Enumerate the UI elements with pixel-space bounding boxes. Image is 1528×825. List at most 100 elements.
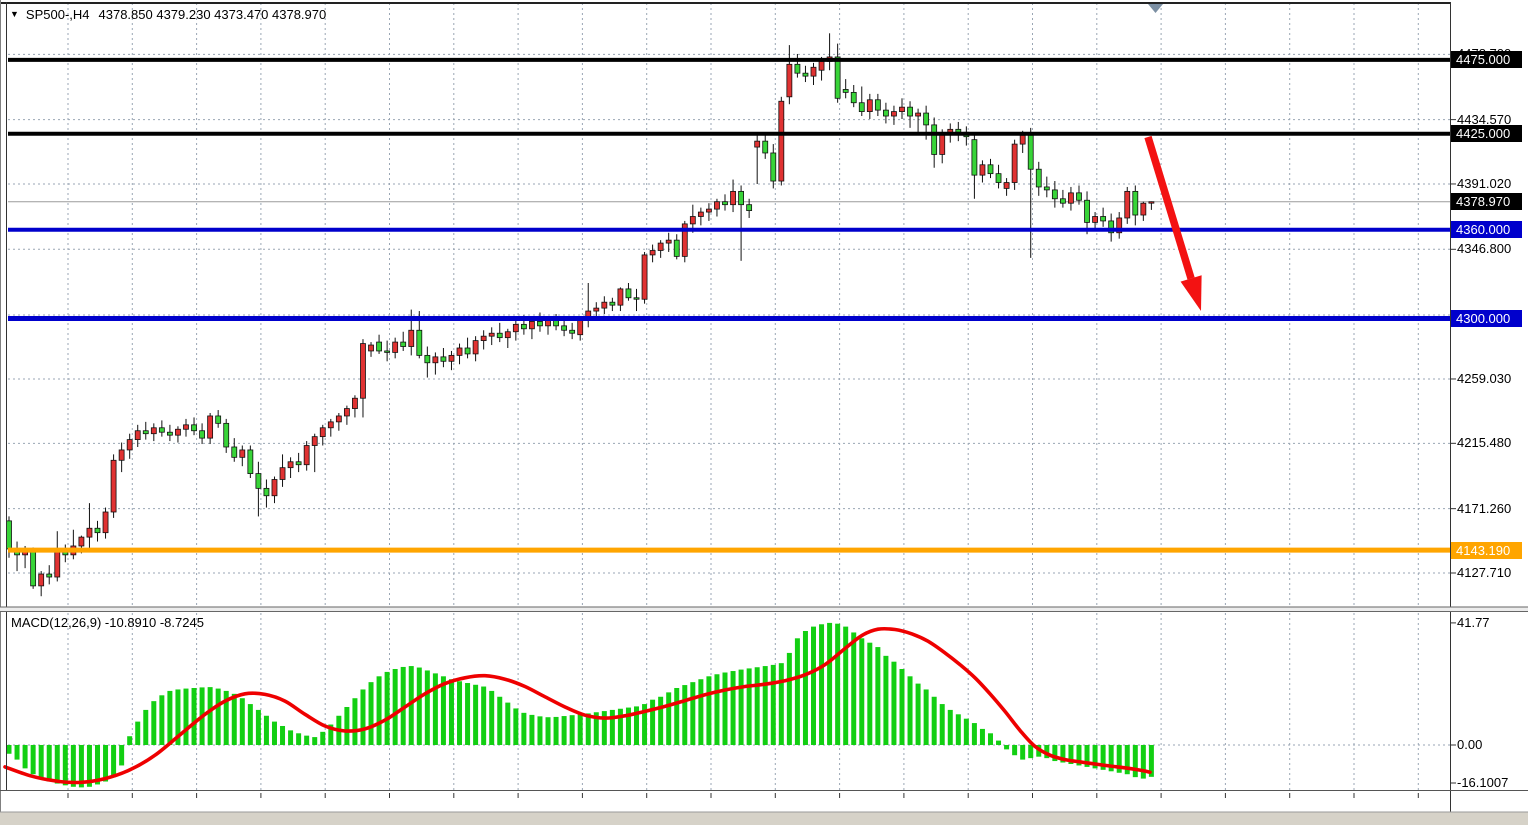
macd-histogram-bar [127, 736, 133, 745]
macd-histogram-bar [642, 704, 648, 745]
macd-indicator [3, 622, 1154, 788]
macd-histogram-bar [545, 717, 551, 745]
macd-histogram-bar [457, 681, 463, 745]
macd-histogram-bar [1124, 744, 1130, 775]
macd-histogram-bar [955, 714, 961, 745]
macd-histogram-bar [54, 744, 60, 784]
price-level-chip: 4425.000 [1451, 125, 1522, 143]
macd-histogram-bar [690, 682, 696, 745]
macd-histogram-bar [907, 676, 913, 745]
macd-histogram-bar [585, 713, 591, 745]
price-axis-tick: 4215.480 [1457, 435, 1512, 451]
macd-histogram-bar [1148, 744, 1154, 777]
macd-histogram-bar [802, 630, 808, 745]
macd-histogram-bar [859, 638, 865, 745]
grid [8, 3, 1450, 790]
chart-title: ▼ SP500-,H4 4378.850 4379.230 4373.470 437… [10, 7, 326, 22]
macd-histogram-bar [625, 707, 631, 745]
macd-histogram-bar [529, 714, 535, 745]
price-axis-tick: 4346.800 [1457, 241, 1512, 257]
macd-histogram-bar [344, 706, 350, 745]
price-level-chip: 4300.000 [1451, 309, 1522, 327]
macd-histogram-bar [778, 663, 784, 745]
macd-histogram-bar [135, 721, 141, 745]
macd-histogram-bar [971, 723, 977, 745]
macd-histogram-bar [440, 676, 446, 745]
macd-histogram-bar [207, 687, 213, 745]
symbol-dropdown-icon[interactable]: ▼ [10, 9, 19, 19]
macd-histogram-bar [923, 689, 929, 745]
macd-histogram-bar [963, 718, 969, 745]
macd-histogram-bar [239, 698, 245, 745]
macd-histogram-bar [304, 735, 310, 745]
macd-histogram-bar [601, 711, 607, 745]
macd-histogram-bar [569, 715, 575, 745]
macd-histogram-bar [996, 740, 1002, 745]
macd-histogram-bar [883, 655, 889, 745]
macd-histogram-bar [70, 744, 76, 787]
macd-histogram-bar [666, 692, 672, 745]
macd-histogram-bar [352, 698, 358, 745]
macd-histogram-bar [811, 626, 816, 745]
macd-histogram-bar [1132, 744, 1138, 778]
macd-histogram-bar [448, 679, 454, 745]
macd-histogram-bar [754, 667, 760, 745]
macd-histogram-bar [38, 744, 44, 779]
macd-histogram-bar [296, 733, 302, 745]
price-axis-tick: 4259.030 [1457, 370, 1512, 386]
macd-histogram-bar [1108, 744, 1114, 772]
macd-axis-tick: -16.1007 [1457, 775, 1509, 790]
macd-histogram-bar [770, 664, 776, 745]
price-level-chip: 4143.190 [1451, 541, 1522, 559]
macd-histogram-bar [851, 632, 857, 745]
macd-histogram-bar [1100, 744, 1106, 770]
axis-ticks [67, 53, 1456, 798]
macd-histogram-bar [191, 687, 197, 745]
price-axis[interactable]: 4478.7004434.5704391.0204346.8004302.350… [1450, 0, 1528, 812]
macd-histogram-bar [465, 683, 471, 745]
macd-histogram-bar [247, 704, 253, 745]
macd-histogram-bar [1004, 744, 1010, 750]
macd-histogram-bar [1052, 744, 1058, 762]
trend-arrow[interactable] [1144, 135, 1202, 311]
macd-histogram-bar [384, 671, 390, 745]
macd-histogram-bar [376, 676, 382, 745]
macd-histogram-bar [1076, 744, 1082, 766]
macd-histogram-bar [489, 690, 495, 745]
macd-histogram-bar [255, 709, 261, 745]
macd-histogram-bar [1060, 744, 1066, 763]
macd-histogram-bar [650, 699, 656, 745]
macd-histogram-bar [416, 667, 422, 745]
macd-histogram-bar [1020, 744, 1026, 760]
macd-histogram-bar [553, 716, 559, 745]
macd-histogram-bar [939, 704, 945, 745]
level-lines[interactable] [8, 57, 1450, 553]
chart-shift-marker-icon[interactable] [1148, 4, 1163, 13]
macd-indicator-label: MACD(12,26,9) -10.8910 -8.7245 [11, 615, 204, 630]
macd-histogram-bar [931, 696, 937, 745]
macd-histogram-bar [183, 688, 189, 745]
panel-splitter[interactable] [0, 607, 1528, 612]
macd-histogram-bar [360, 689, 366, 745]
macd-histogram-bar [432, 673, 438, 745]
macd-histogram-bar [762, 666, 768, 745]
macd-histogram-bar [947, 709, 953, 745]
macd-histogram-bar [151, 701, 157, 745]
macd-histogram-bar [86, 744, 92, 787]
macd-histogram-bar [891, 661, 897, 745]
macd-histogram-bar [368, 682, 374, 745]
macd-histogram-bar [714, 674, 720, 745]
price-axis-tick: 4434.570 [1457, 111, 1512, 127]
ohlc-values: 4378.850 4379.230 4373.470 4378.970 [98, 7, 327, 22]
macd-histogram-bar [1028, 744, 1034, 759]
time-axis[interactable]: 24 May 202328 May 23:0031 May 12:005 Jun… [0, 792, 1450, 814]
macd-histogram-bar [835, 623, 841, 745]
macd-histogram-bar [119, 744, 125, 766]
macd-histogram-bar [819, 624, 825, 745]
macd-histogram-bar [561, 716, 567, 745]
macd-axis-tick: 0.00 [1457, 736, 1483, 752]
macd-histogram-bar [674, 687, 680, 745]
macd-histogram-bar [698, 679, 704, 745]
